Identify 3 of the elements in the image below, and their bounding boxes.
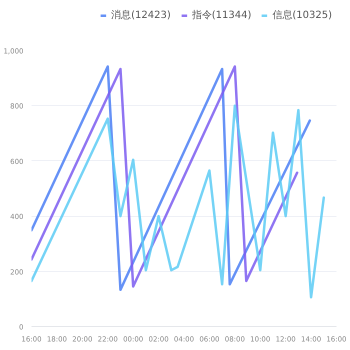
legend-label: 消息(12423) <box>111 8 171 22</box>
legend-label: 信息(10325) <box>272 8 332 22</box>
legend-label: 指令(11344) <box>192 8 252 22</box>
